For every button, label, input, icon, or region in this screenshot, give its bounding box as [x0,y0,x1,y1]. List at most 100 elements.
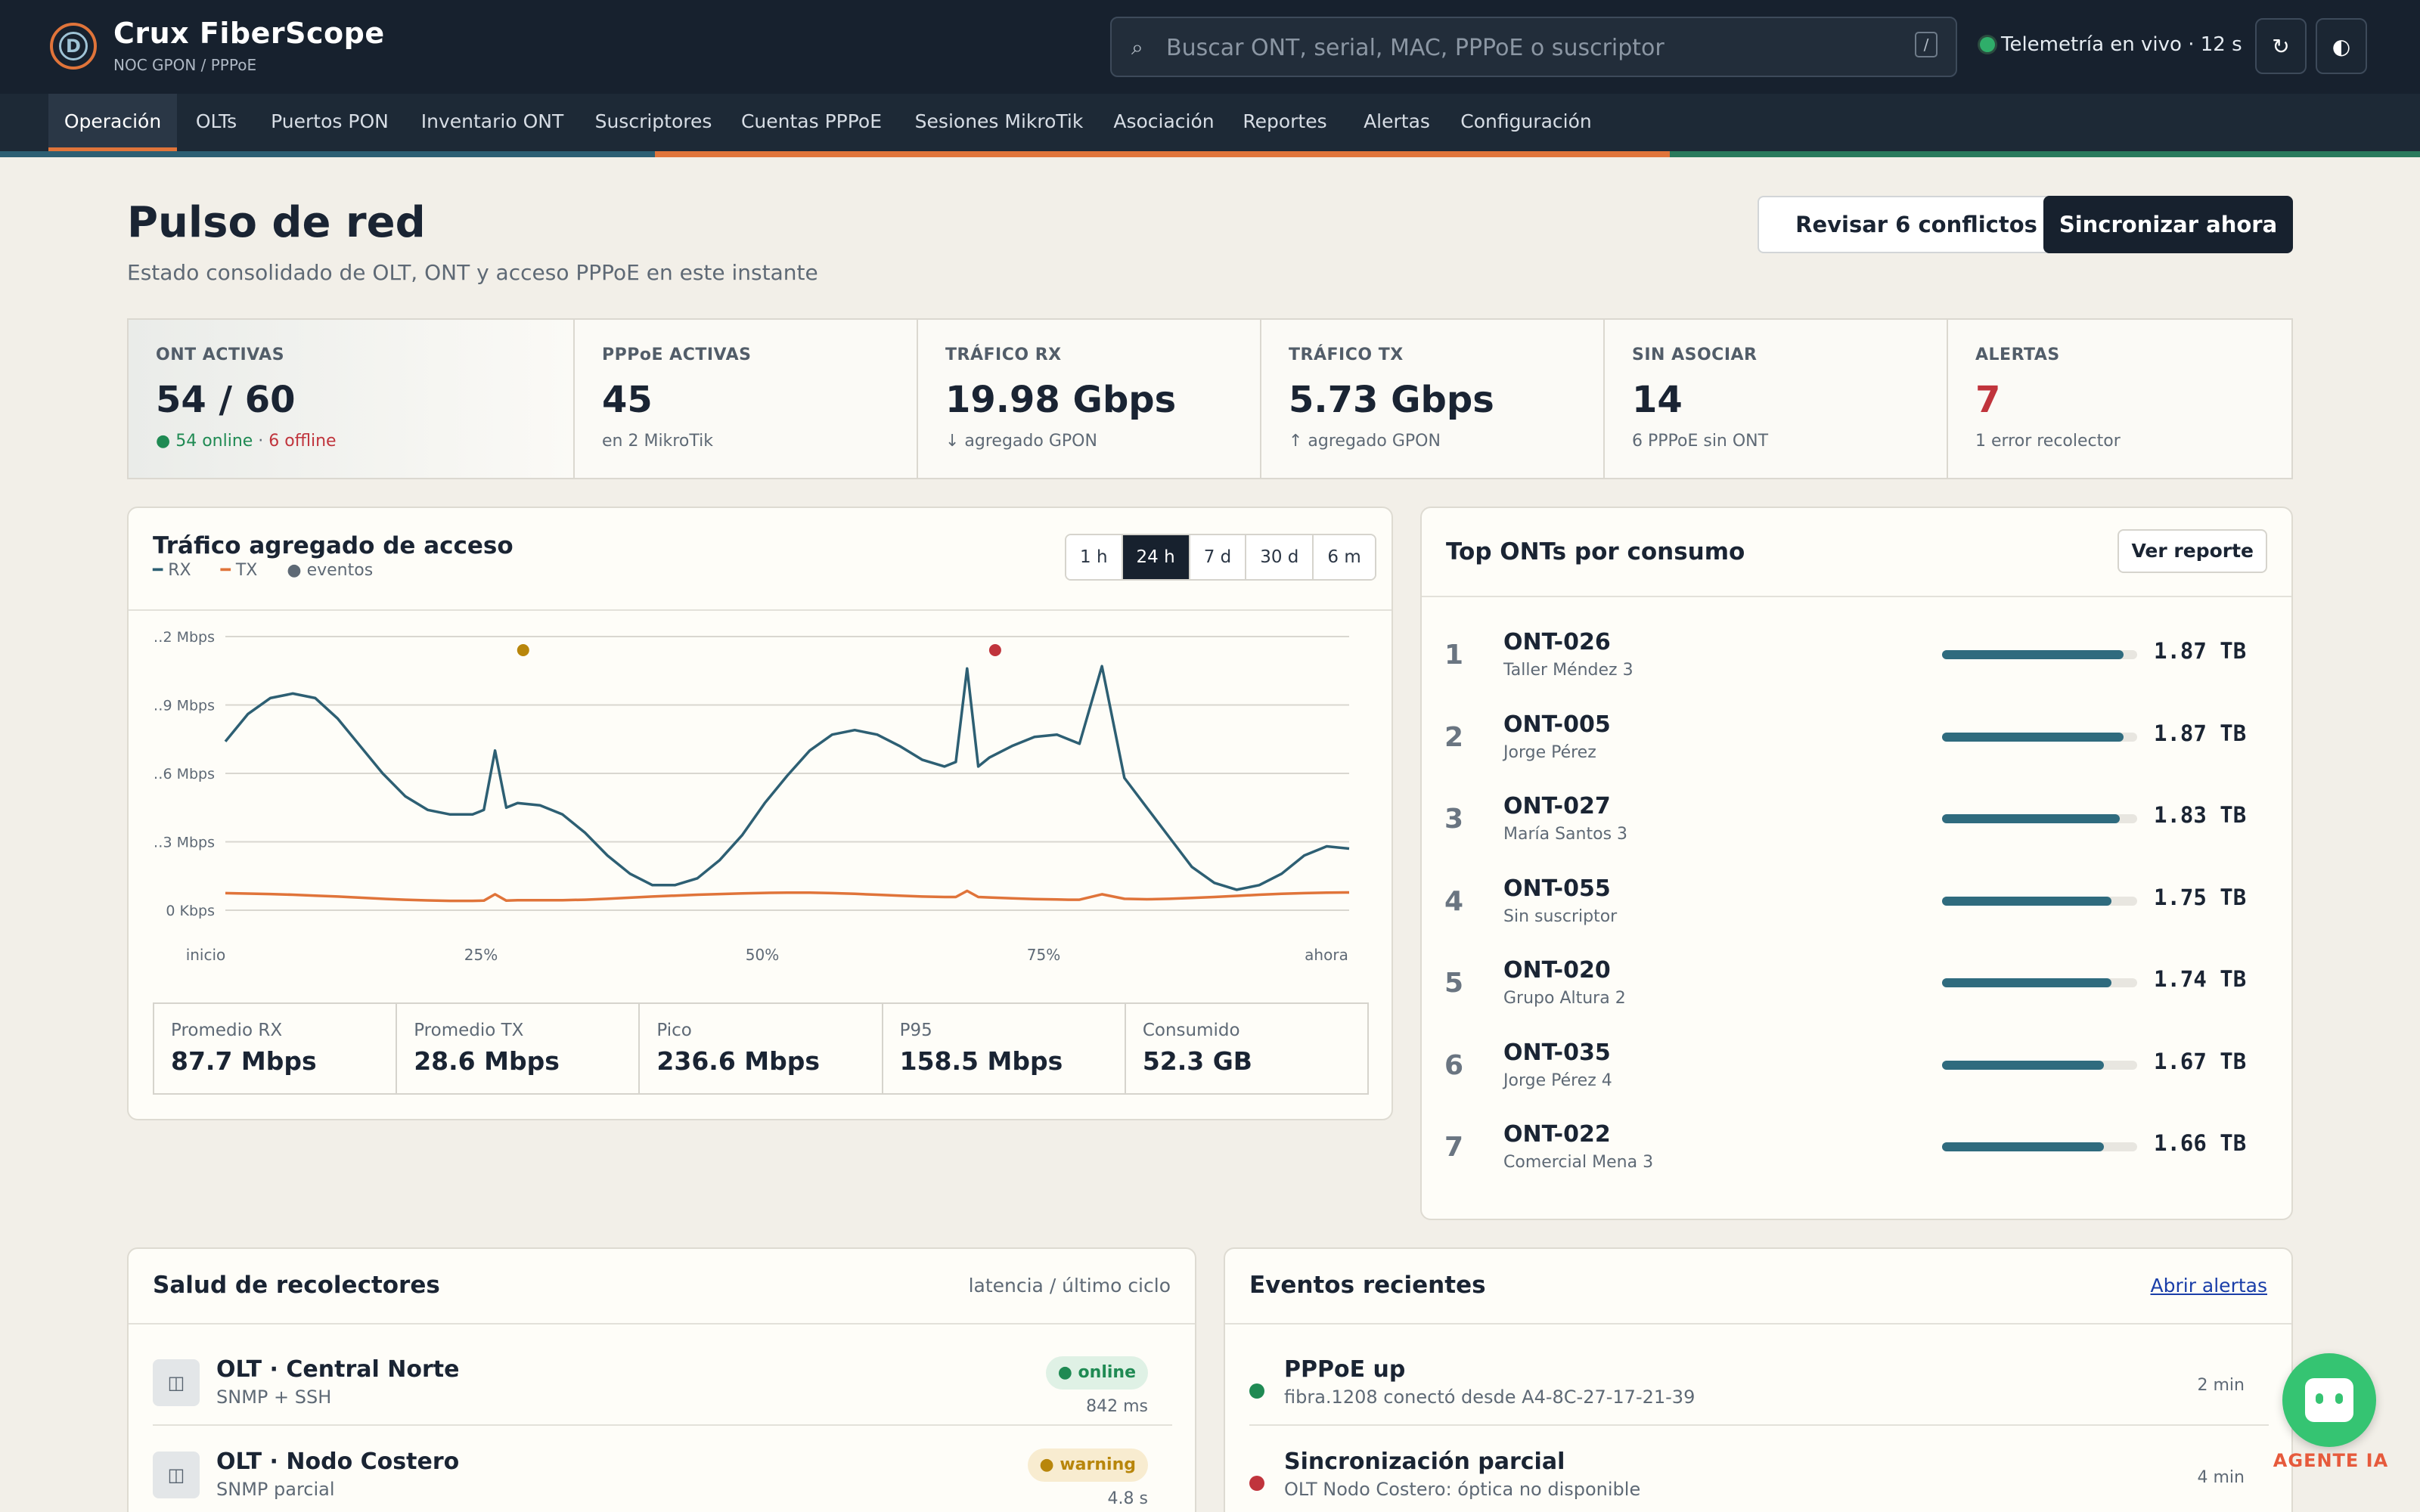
event-marker[interactable] [517,644,529,656]
kpi-ont-activas[interactable]: ONT ACTIVAS 54 / 60 ● 54 online · 6 offl… [129,320,575,478]
collectors-header [129,1249,1195,1325]
kpi-pppoe-activas[interactable]: PPPoE ACTIVAS 45 en 2 MikroTik [575,320,918,478]
kpi-value: 19.98 Gbps [945,379,1177,421]
y-tick-label: …6 Mbps [153,766,215,782]
page-title: Pulso de red [127,198,426,247]
ont-usage: 1.75 TB [2154,884,2247,910]
usage-bar-fill [1942,978,2112,987]
usage-bar-fill [1942,1060,2105,1070]
y-tick-label: …9 Mbps [153,698,215,714]
kpi-sin-asociar[interactable]: SIN ASOCIAR 14 6 PPPoE sin ONT [1605,320,1948,478]
view-report-button[interactable]: Ver reporte [2118,529,2267,573]
app-logo[interactable]: D [50,23,97,70]
top-ont-row[interactable]: 7 ONT-022 Comercial Mena 3 1.66 TB [1422,1111,2293,1192]
ont-name: ONT-035 [1503,1039,1611,1066]
kpi-sub: ● 54 online · 6 offline [156,432,337,451]
ont-owner: Jorge Pérez 4 [1503,1070,1612,1090]
event-status-dot-icon [1249,1476,1264,1491]
traffic-title: Tráfico agregado de acceso [153,532,513,559]
ont-owner: Taller Méndez 3 [1503,661,1634,680]
top-ont-row[interactable]: 6 ONT-035 Jorge Pérez 4 1.67 TB [1422,1029,2293,1111]
status-badge: ● online [1045,1356,1148,1390]
nav-item[interactable]: Reportes [1243,110,1327,132]
nav-item[interactable]: OLTs [195,110,237,132]
refresh-button[interactable]: ↻ [2255,18,2307,74]
range-option[interactable]: 24 h [1122,535,1190,579]
stat-cell: Promedio RX 87.7 Mbps [154,1004,398,1093]
y-tick-label: 0 Kbps [166,903,215,919]
x-tick-label: 25% [464,946,498,964]
collector-protocol: SNMP parcial [216,1479,335,1500]
x-tick-label: inicio [186,946,226,964]
range-option[interactable]: 6 m [1314,535,1375,579]
rank: 1 [1444,640,1464,671]
search-input[interactable] [1166,29,1892,67]
top-ont-row[interactable]: 2 ONT-005 Jorge Pérez 1.87 TB [1422,701,2293,782]
stat-cell: P95 158.5 Mbps [883,1004,1126,1093]
top-ont-row[interactable]: 5 ONT-020 Grupo Altura 2 1.74 TB [1422,947,2293,1028]
range-option[interactable]: 7 d [1190,535,1247,579]
rank: 7 [1444,1132,1464,1163]
stat-label: Promedio TX [414,1021,524,1040]
event-row[interactable]: Sincronización parcial OLT Nodo Costero:… [1249,1426,2269,1512]
event-detail: OLT Nodo Costero: óptica no disponible [1284,1479,1641,1500]
accent-strip [0,151,2420,157]
nav-item[interactable]: Alertas [1364,110,1430,132]
kpi-trafico-rx[interactable]: TRÁFICO RX 19.98 Gbps ↓ agregado GPON [918,320,1261,478]
event-marker[interactable] [988,644,1001,656]
collector-row[interactable]: ◫ OLT · Nodo Costero SNMP parcial ● warn… [153,1426,1172,1512]
series-line-tx [225,889,1350,903]
nav-item[interactable]: Sesiones MikroTik [914,110,1084,132]
server-icon: ◫ [153,1452,200,1498]
top-ont-row[interactable]: 4 ONT-055 Sin suscriptor 1.75 TB [1422,865,2293,947]
stat-label: Pico [656,1021,692,1040]
top-ont-row[interactable]: 3 ONT-027 María Santos 3 1.83 TB [1422,782,2293,864]
nav-item[interactable]: Inventario ONT [420,110,564,132]
collector-latency: 842 ms [1086,1397,1148,1416]
nav-item[interactable]: Operación [48,94,177,151]
collector-protocol: SNMP + SSH [216,1387,332,1408]
ont-usage: 1.66 TB [2154,1130,2247,1156]
events-title: Eventos recientes [1249,1272,1486,1299]
nav-item[interactable]: Puertos PON [271,110,389,132]
event-row[interactable]: PPPoE up fibra.1208 conectó desde A4-8C-… [1249,1334,2269,1426]
collector-row[interactable]: ◫ OLT · Central Norte SNMP + SSH ● onlin… [153,1334,1172,1426]
rank: 2 [1444,721,1464,753]
kpi-label: PPPoE ACTIVAS [602,345,752,364]
usage-bar [1942,650,2137,659]
nav-item[interactable]: Cuentas PPPoE [740,110,883,132]
ai-agent-button[interactable] [2282,1353,2376,1447]
kpi-trafico-tx[interactable]: TRÁFICO TX 5.73 Gbps ↑ agregado GPON [1261,320,1605,478]
page-subtitle: Estado consolidado de OLT, ONT y acceso … [127,260,818,285]
nav-item[interactable]: Asociación [1113,110,1215,132]
status-badge: ● warning [1027,1448,1148,1482]
kpi-alertas[interactable]: ALERTAS 7 1 error recolector [1948,320,2291,478]
open-alerts-link[interactable]: Abrir alertas [2150,1275,2268,1297]
theme-toggle-button[interactable]: ◐ [2316,18,2367,74]
top-ont-row[interactable]: 1 ONT-026 Taller Méndez 3 1.87 TB [1422,618,2293,700]
rank: 4 [1444,885,1464,917]
kpi-sub: 6 PPPoE sin ONT [1632,432,1769,451]
search-box[interactable]: ⌕ / [1110,17,1957,77]
collector-name: OLT · Central Norte [216,1356,460,1383]
telemetry-status: Telemetría en vivo · 12 s [1980,33,2242,56]
robot-icon [2305,1378,2353,1422]
stat-value: 52.3 GB [1142,1046,1252,1076]
kpi-value: 5.73 Gbps [1289,379,1494,421]
x-tick-label: ahora [1305,946,1348,964]
review-conflicts-button[interactable]: Revisar 6 conflictos [1758,196,2075,253]
usage-bar [1942,1060,2137,1070]
nav-item[interactable]: Configuración [1460,110,1592,132]
range-option[interactable]: 1 h [1066,535,1123,579]
legend-events: ● eventos [287,561,374,580]
y-tick-label: …3 Mbps [153,835,215,851]
stat-label: Promedio RX [171,1021,283,1040]
ont-owner: María Santos 3 [1503,825,1628,844]
telemetry-text: Telemetría en vivo · 12 s [2001,33,2242,56]
sync-now-button[interactable]: Sincronizar ahora [2043,196,2293,253]
stat-label: Consumido [1142,1021,1240,1040]
online-count: 54 online [175,432,253,451]
nav-item[interactable]: Suscriptores [594,110,712,132]
range-option[interactable]: 30 d [1246,535,1314,579]
x-tick-label: 50% [746,946,779,964]
